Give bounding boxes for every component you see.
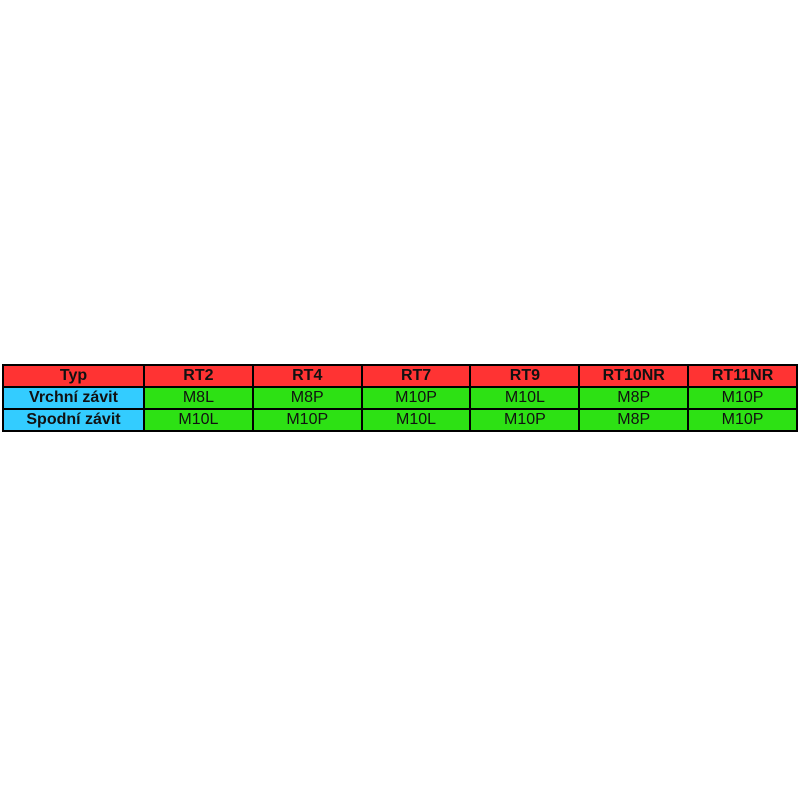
- row-label-vrchni-zavit: Vrchní závit: [2, 386, 145, 410]
- column-header-rt2: RT2: [143, 364, 254, 388]
- table-cell: M10P: [687, 386, 798, 410]
- column-header-typ: Typ: [2, 364, 145, 388]
- table-cell: M8P: [578, 408, 690, 432]
- table-cell: M10P: [469, 408, 581, 432]
- thread-spec-table: Typ RT2 RT4 RT7 RT9 RT10NR RT11NR Vrchní…: [2, 364, 798, 432]
- table-cell: M10L: [469, 386, 581, 410]
- table-header-row: Typ RT2 RT4 RT7 RT9 RT10NR RT11NR: [2, 364, 798, 388]
- table-cell: M8P: [251, 386, 363, 410]
- column-header-rt4: RT4: [251, 364, 363, 388]
- table-cell: M10P: [687, 408, 798, 432]
- table-cell: M10P: [360, 386, 472, 410]
- column-header-rt11nr: RT11NR: [687, 364, 798, 388]
- column-header-rt9: RT9: [469, 364, 581, 388]
- table-cell: M8P: [578, 386, 690, 410]
- row-label-spodni-zavit: Spodní závit: [2, 408, 145, 432]
- table-cell: M10P: [251, 408, 363, 432]
- table-cell: M10L: [360, 408, 472, 432]
- column-header-rt7: RT7: [360, 364, 472, 388]
- table-row-top-thread: Vrchní závit M8L M8P M10P M10L M8P M10P: [2, 386, 798, 410]
- table-row-bottom-thread: Spodní závit M10L M10P M10L M10P M8P M10…: [2, 408, 798, 432]
- column-header-rt10nr: RT10NR: [578, 364, 690, 388]
- table-cell: M8L: [143, 386, 254, 410]
- table-cell: M10L: [143, 408, 254, 432]
